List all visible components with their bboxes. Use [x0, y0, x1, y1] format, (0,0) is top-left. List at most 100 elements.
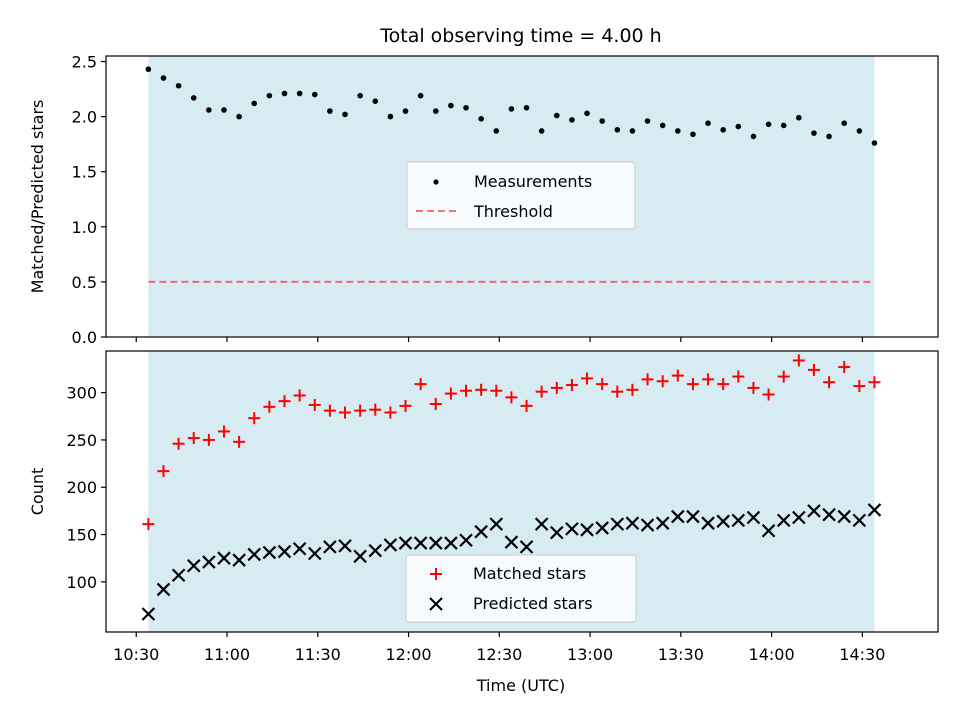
matched-star-point — [278, 395, 291, 408]
measurement-point — [720, 127, 726, 133]
measurement-point — [387, 113, 394, 120]
measurement-point — [206, 107, 212, 113]
legend-measurements-label: Measurements — [474, 172, 592, 191]
matched-star-point — [233, 435, 246, 448]
measurement-point — [417, 92, 424, 99]
measurement-point — [690, 131, 696, 138]
ytick-label: 250 — [66, 431, 97, 450]
matched-star-point — [550, 381, 563, 394]
matched-star-point — [641, 373, 654, 386]
measurement-point — [841, 120, 848, 127]
matched-star-point — [217, 425, 230, 438]
measurement-point — [735, 123, 742, 130]
predicted-star-point — [792, 510, 806, 525]
ytick-label: 0.0 — [72, 328, 97, 347]
measurement-point — [175, 82, 182, 89]
measurement-point — [569, 117, 575, 123]
predicted-star-point — [186, 558, 201, 573]
xtick-label: 11:30 — [295, 645, 341, 664]
ytick-label: 1.5 — [72, 163, 97, 182]
measurement-point — [296, 90, 303, 97]
predicted-star-point — [655, 516, 670, 530]
count-ylabel: Count — [28, 468, 47, 516]
predicted-star-point — [368, 543, 383, 558]
matched-star-point — [505, 391, 518, 404]
predicted-star-point — [277, 544, 292, 559]
matched-star-point — [490, 384, 503, 397]
matched-star-point — [187, 432, 200, 445]
ytick-label: 1.0 — [72, 218, 97, 237]
matched-star-point — [460, 384, 473, 397]
predicted-star-point — [746, 510, 761, 525]
ytick-label: 2.5 — [72, 53, 97, 72]
measurement-point — [659, 122, 666, 129]
measurement-point — [311, 91, 318, 98]
measurement-point — [327, 108, 333, 114]
matched-star-point — [308, 398, 321, 411]
predicted-star-point — [171, 568, 186, 583]
matched-star-point — [565, 379, 578, 392]
predicted-star-point — [565, 522, 579, 536]
predicted-star-point — [202, 555, 216, 569]
matched-star-point — [656, 375, 669, 388]
measurement-point — [811, 130, 817, 136]
measurement-point — [221, 107, 227, 113]
matched-star-point — [384, 406, 397, 419]
measurement-point — [160, 75, 167, 81]
measurement-point — [281, 90, 288, 97]
ytick-label: 200 — [66, 478, 97, 497]
ratio-legend: Measurements Threshold — [406, 161, 636, 230]
predicted-star-point — [550, 525, 564, 540]
predicted-star-point — [504, 535, 519, 549]
legend-threshold-label: Threshold — [473, 202, 553, 221]
predicted-star-point — [398, 536, 413, 550]
predicted-star-point — [852, 513, 867, 528]
ytick-label: 100 — [66, 573, 97, 592]
matched-star-point — [747, 381, 760, 394]
ytick-label: 2.0 — [72, 108, 97, 127]
xtick-label: 14:00 — [749, 645, 795, 664]
matched-star-point — [535, 385, 548, 398]
measurement-point — [493, 128, 500, 134]
measurement-point — [584, 110, 590, 117]
time-xlabel: Time (UTC) — [476, 676, 565, 695]
matched-star-point — [444, 387, 457, 400]
ratio-marks — [145, 66, 878, 283]
predicted-star-point — [595, 521, 609, 535]
predicted-star-point — [625, 516, 640, 530]
measurement-point — [629, 128, 636, 134]
matched-star-point — [248, 412, 261, 425]
predicted-star-point — [731, 513, 746, 528]
matched-star-point — [475, 383, 488, 396]
matched-star-point — [732, 370, 745, 383]
measurement-point — [538, 128, 545, 134]
matched-star-point — [792, 354, 805, 367]
count-marks — [141, 354, 882, 621]
count-legend: Matched stars Predicted stars — [405, 554, 637, 623]
matched-star-point — [686, 378, 699, 391]
measurement-point — [780, 122, 787, 129]
measurement-point — [599, 118, 605, 124]
matched-star-point — [611, 385, 624, 398]
ytick-label: 300 — [66, 384, 97, 403]
legend-predicted-label: Predicted stars — [473, 594, 593, 613]
matched-star-point — [626, 383, 639, 396]
measurement-point — [145, 66, 152, 73]
predicted-star-point — [338, 539, 352, 553]
matched-star-point — [581, 372, 594, 385]
measurement-point — [796, 114, 802, 121]
measurement-point — [856, 128, 863, 134]
matched-star-point — [202, 433, 215, 446]
predicted-star-point — [262, 545, 277, 560]
matched-star-point — [369, 403, 382, 416]
measurement-point — [523, 104, 530, 111]
predicted-star-point — [307, 546, 322, 561]
matched-star-point — [777, 370, 790, 383]
legend-matched-label: Matched stars — [473, 564, 586, 583]
predicted-star-point — [232, 553, 246, 567]
count-ticks: 100 150 200 250 300 10:30 11:00 11:30 12:00 12:30… — [66, 384, 885, 664]
matched-star-point — [520, 399, 533, 412]
predicted-star-point — [474, 524, 488, 539]
predicted-star-point — [141, 607, 156, 621]
